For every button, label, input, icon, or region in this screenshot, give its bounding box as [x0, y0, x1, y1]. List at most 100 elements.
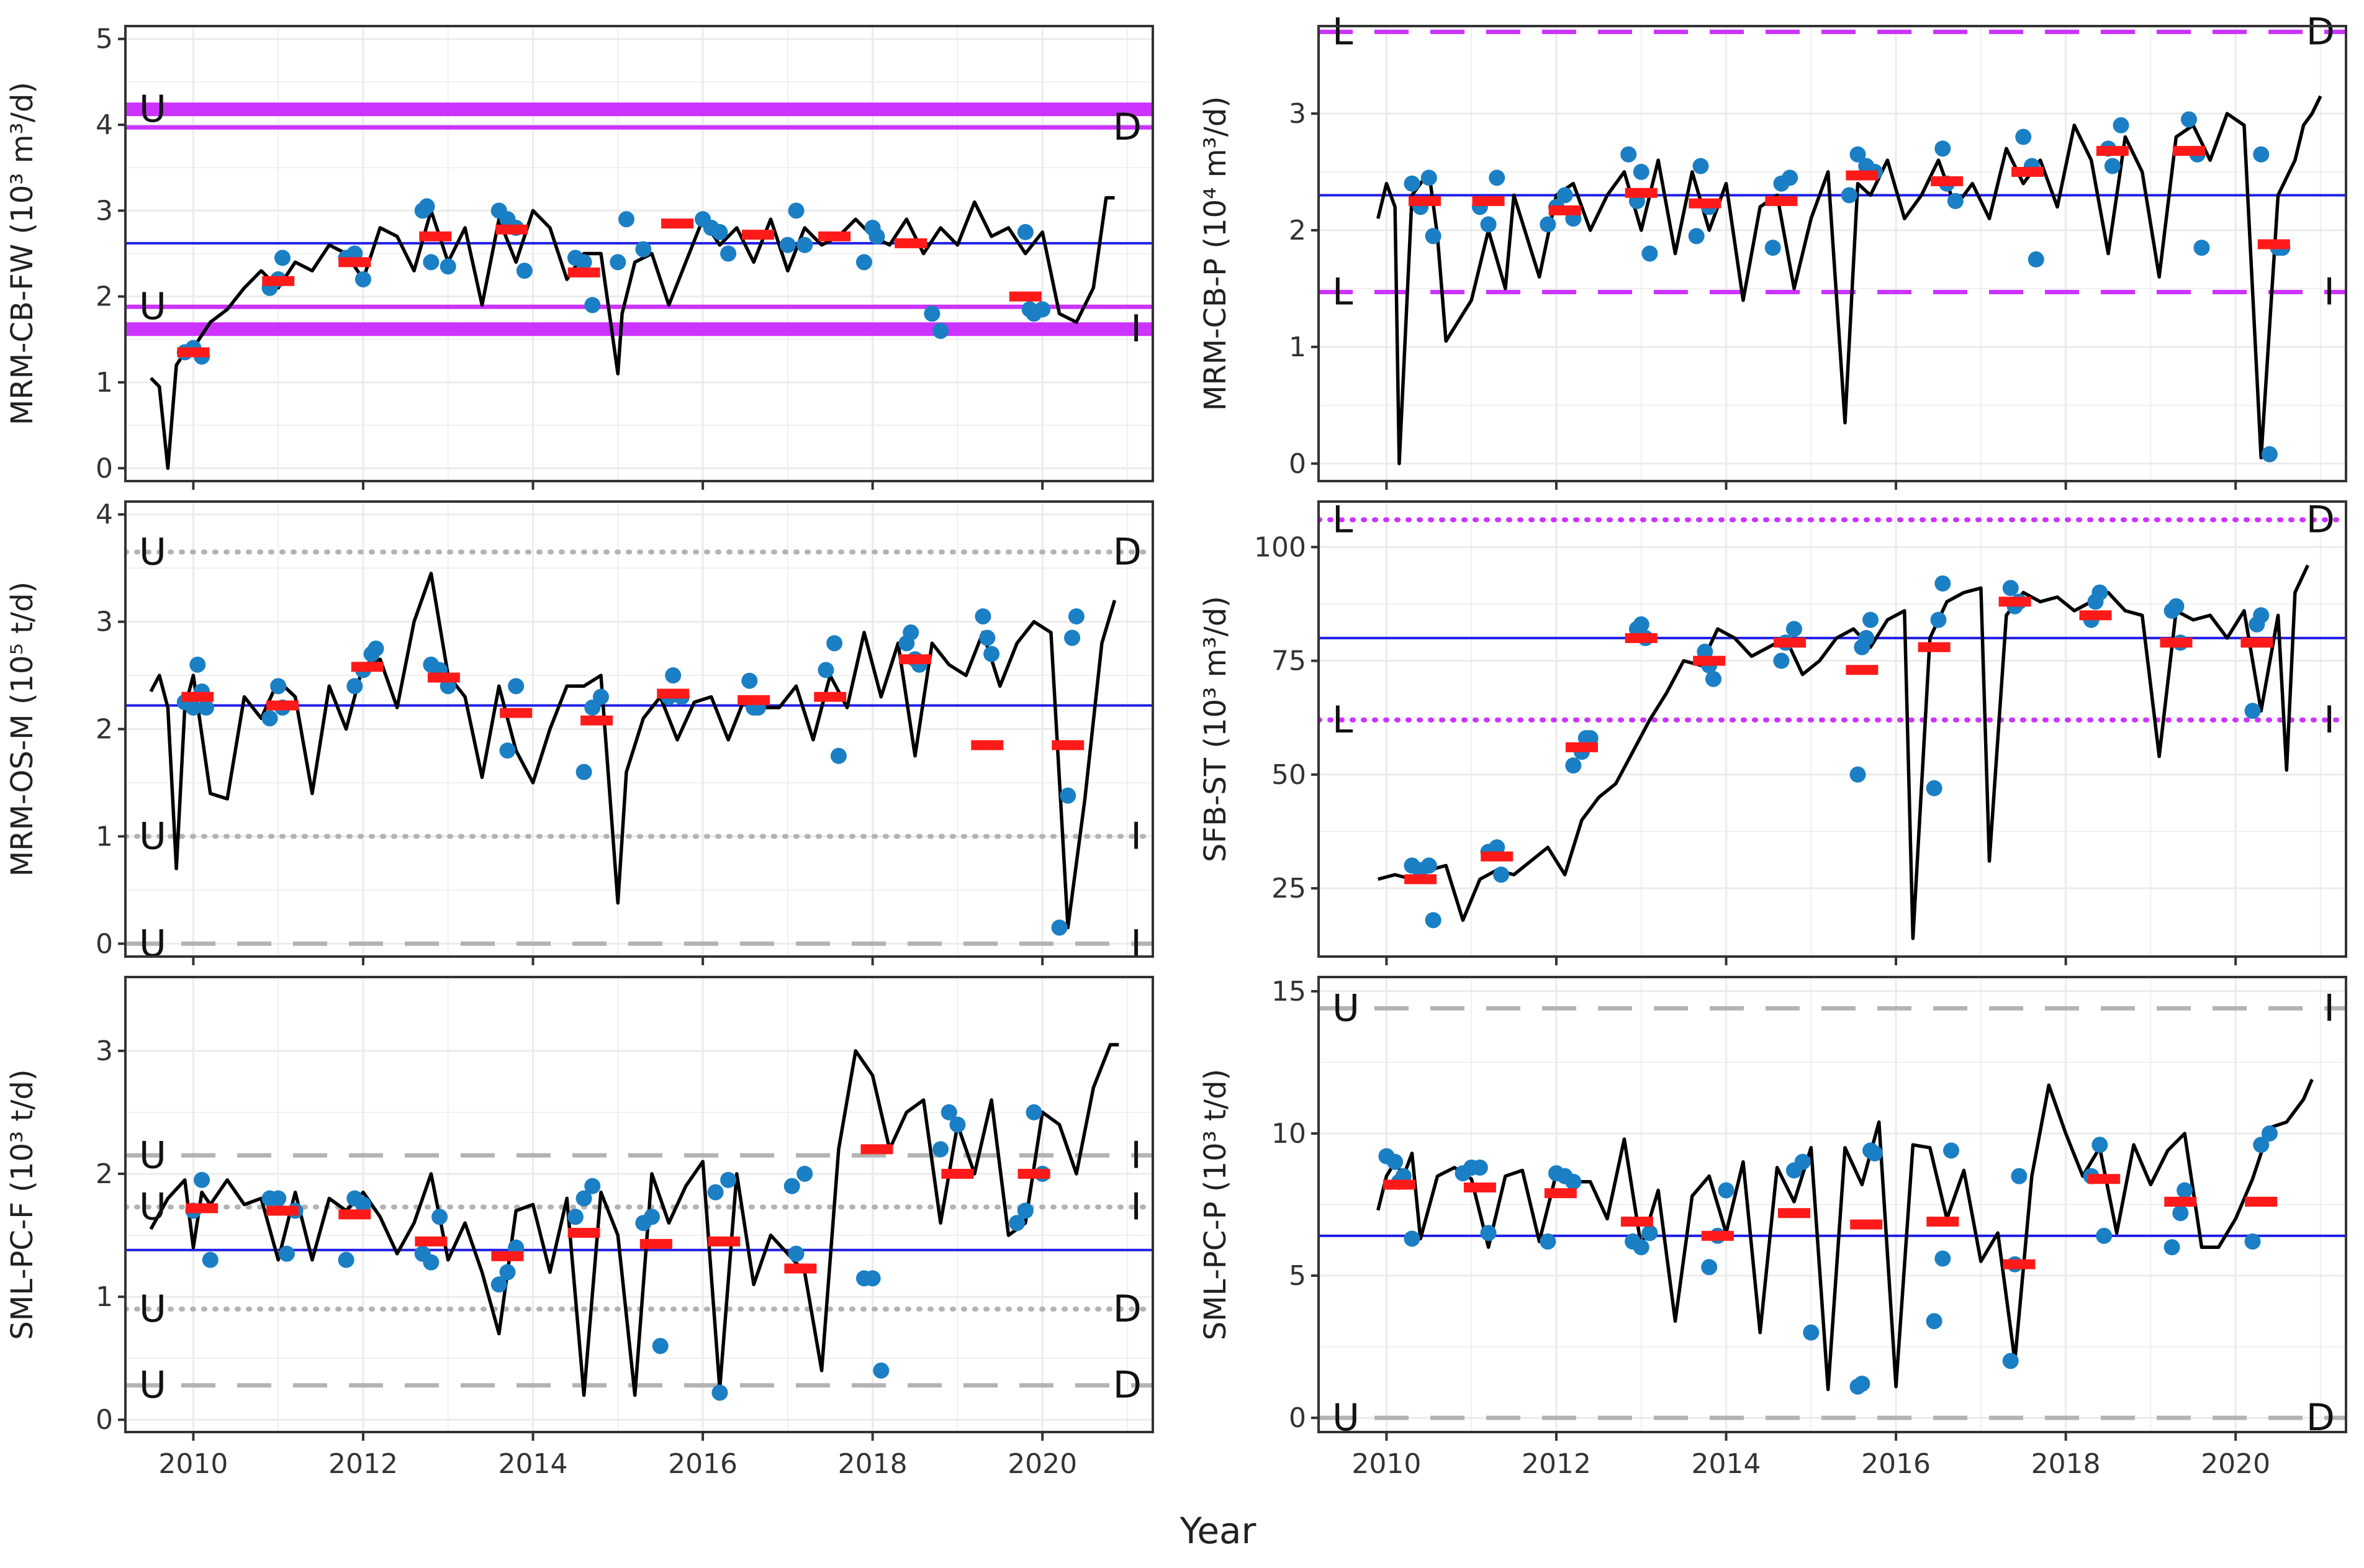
sample-point: [941, 1104, 957, 1120]
sample-point: [796, 1165, 813, 1182]
sample-point: [2002, 1353, 2019, 1369]
sample-point: [2193, 240, 2210, 256]
y-tick-label: 5: [1289, 1260, 1306, 1292]
sample-point: [499, 1264, 516, 1281]
annual-mean-bar: [338, 257, 371, 268]
ref-label-right: D: [1113, 106, 1142, 149]
annual-mean-bar: [567, 267, 600, 277]
ref-label-left: U: [139, 530, 166, 574]
sample-point: [1404, 175, 1420, 192]
sample-point: [278, 1245, 295, 1262]
sample-point: [1785, 621, 1802, 638]
annual-mean-bar: [427, 672, 460, 683]
annual-mean-bar: [1998, 597, 2031, 607]
sample-point: [1934, 575, 1951, 592]
sample-point: [711, 1384, 728, 1401]
annual-mean-bar: [1777, 1208, 1810, 1219]
annual-mean-bar: [491, 1251, 524, 1261]
sample-point: [932, 322, 949, 339]
sample-point: [1718, 1182, 1735, 1199]
sample-point: [830, 747, 847, 764]
sample-point: [202, 1251, 219, 1268]
panel-mrm-os-m: U D U I U I 0 1 2 3 4 MRM-OS-M (10⁵ t/d): [5, 499, 1154, 965]
y-tick-label: 75: [1271, 646, 1306, 677]
sample-point: [1934, 1250, 1951, 1267]
sample-point: [2104, 158, 2121, 174]
series-line: [1376, 1078, 2314, 1392]
annual-mean-bar: [266, 700, 299, 711]
y-tick-label: 1: [1289, 331, 1306, 363]
sample-point: [818, 662, 834, 678]
sample-point: [1641, 1225, 1658, 1241]
ref-label-right: I: [2324, 698, 2335, 742]
annual-mean-bar: [1544, 1188, 1577, 1199]
y-tick-label: 3: [96, 195, 113, 227]
plot-area-sml-pc-p: [1319, 1006, 2346, 1420]
sample-point: [261, 710, 278, 727]
sample-point: [575, 764, 592, 780]
ref-label-right: D: [1113, 530, 1142, 574]
grid-sfb-st: [1319, 502, 2346, 957]
sample-point: [1064, 629, 1081, 646]
sample-point: [2096, 1227, 2113, 1244]
y-tick-label: 3: [1289, 98, 1306, 130]
ref-label-right: D: [2306, 498, 2335, 541]
sample-point: [418, 198, 435, 215]
sample-point: [2091, 1137, 2108, 1153]
annual-mean-bar: [419, 231, 452, 241]
annual-mean-bar: [1383, 1179, 1415, 1190]
x-tick-label: 2010: [158, 1448, 228, 1480]
plot-area-mrm-os-m: [125, 549, 1153, 946]
sample-point: [652, 1338, 669, 1354]
sample-point: [1858, 629, 1875, 646]
sample-point: [1420, 857, 1437, 874]
ref-label-left: U: [139, 88, 166, 131]
sample-point: [979, 629, 996, 646]
sample-point: [741, 672, 758, 689]
sample-point: [2253, 607, 2270, 624]
sample-point: [1849, 146, 1866, 163]
sample-point: [270, 1190, 287, 1207]
sample-point: [665, 667, 682, 684]
sample-point: [1034, 301, 1051, 318]
annual-mean-bar: [1931, 176, 1964, 186]
ref-label-right: D: [1113, 1364, 1142, 1407]
panel-border: [1317, 500, 2347, 958]
sample-point: [796, 237, 813, 253]
annual-mean-bar: [266, 1205, 299, 1216]
sample-point: [1934, 140, 1951, 157]
y-tick-label: 3: [96, 606, 113, 638]
sample-point: [1540, 216, 1556, 233]
y-axis-title: MRM-OS-M (10⁵ t/d): [5, 582, 40, 877]
ref-label-right: I: [1130, 1185, 1142, 1228]
sample-point: [2113, 117, 2129, 133]
series-line: [1376, 95, 2322, 466]
sample-point: [949, 1116, 966, 1133]
sample-point: [1420, 169, 1437, 186]
sample-point: [1068, 608, 1085, 624]
sample-point: [270, 678, 287, 695]
annual-mean-bar: [567, 1228, 600, 1238]
sample-point: [1641, 245, 1658, 262]
ref-label-right: I: [1130, 1133, 1142, 1177]
sample-point: [1556, 187, 1573, 204]
sample-point: [779, 237, 796, 253]
annual-mean-bar: [1689, 198, 1721, 209]
annual-mean-bar: [1548, 205, 1581, 215]
ref-label-left: U: [139, 1185, 166, 1228]
sample-point: [354, 1196, 371, 1213]
sample-point: [1803, 1324, 1820, 1341]
annual-mean-bar: [2003, 1259, 2036, 1269]
ref-label-left: U: [139, 814, 166, 858]
sample-point: [189, 656, 206, 673]
annual-mean-bar: [1481, 851, 1514, 862]
sample-point: [1540, 1233, 1556, 1250]
sample-point: [864, 1270, 881, 1287]
sample-point: [1480, 216, 1497, 233]
sample-point: [194, 1171, 210, 1188]
sample-point: [826, 635, 843, 652]
sample-point: [975, 608, 991, 624]
sample-point: [490, 1276, 507, 1293]
sample-point: [1009, 1215, 1026, 1232]
